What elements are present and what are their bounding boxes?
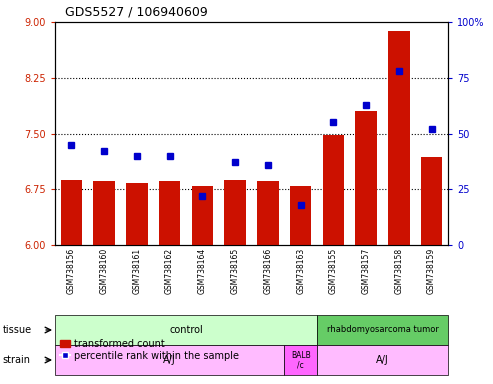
Text: strain: strain <box>2 355 31 365</box>
Text: A/J: A/J <box>163 355 176 365</box>
Text: A/J: A/J <box>376 355 389 365</box>
Bar <box>192 185 213 245</box>
Bar <box>94 181 115 245</box>
Bar <box>61 180 82 245</box>
Bar <box>317 345 448 375</box>
Bar <box>126 182 147 245</box>
Bar <box>55 345 284 375</box>
Bar <box>421 157 442 245</box>
Bar <box>323 135 344 245</box>
Text: tissue: tissue <box>2 325 32 335</box>
Bar <box>388 31 410 245</box>
Bar <box>159 181 180 245</box>
Text: rhabdomyosarcoma tumor: rhabdomyosarcoma tumor <box>326 326 438 334</box>
Bar <box>55 315 317 345</box>
Bar <box>355 111 377 245</box>
Bar <box>284 345 317 375</box>
Bar <box>290 186 311 245</box>
Bar <box>257 181 279 245</box>
Bar <box>224 180 246 245</box>
Text: control: control <box>169 325 203 335</box>
Legend: transformed count, percentile rank within the sample: transformed count, percentile rank withi… <box>60 339 240 361</box>
Text: GDS5527 / 106940609: GDS5527 / 106940609 <box>65 5 208 18</box>
Text: BALB
/c: BALB /c <box>291 351 311 369</box>
Bar <box>317 315 448 345</box>
